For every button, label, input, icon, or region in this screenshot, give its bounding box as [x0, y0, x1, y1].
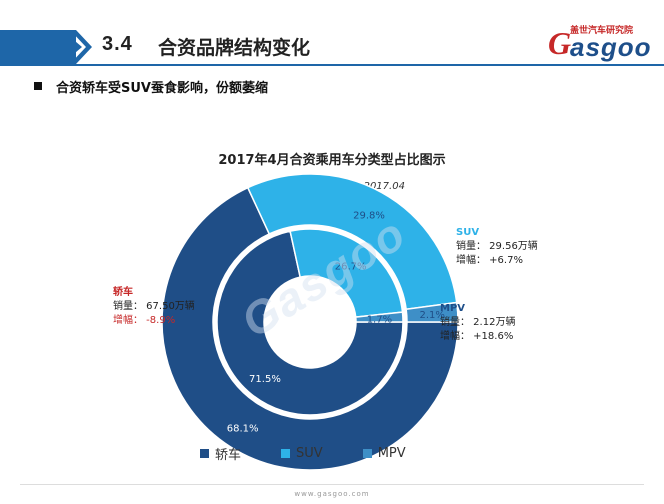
legend-label-sedan: 轿车 — [215, 447, 242, 463]
legend-label-mpv: MPV — [377, 445, 406, 461]
legend-item-mpv: MPV — [362, 445, 406, 461]
label-outer-mpv: 2.1% — [420, 310, 445, 321]
slice-inner-mpv — [354, 311, 404, 323]
legend-label-suv: SUV — [296, 445, 323, 461]
annotation-mpv: MPV 销量： 2.12万辆 增幅： +18.6% — [440, 302, 515, 344]
slice-outer-sedan — [161, 186, 459, 471]
slice-outer-mpv — [405, 301, 459, 323]
annotation-sedan-sales: 销量： 67.50万辆 — [113, 301, 195, 312]
legend-item-sedan: 轿车 — [200, 444, 241, 463]
slice-inner-sedan — [216, 230, 404, 416]
legend-swatch-sedan — [200, 448, 209, 458]
section-number: 3.4 — [102, 33, 133, 55]
annotation-suv-sales: 销量： 29.56万辆 — [456, 241, 538, 252]
legend-swatch-suv — [281, 448, 291, 458]
slice-outer-suv — [246, 173, 458, 311]
chart-legend: 轿车 SUV MPV — [200, 444, 446, 463]
annotation-mpv-sales: 销量： 2.12万辆 — [440, 317, 516, 328]
legend-item-suv: SUV — [281, 446, 323, 461]
annotation-suv-name: SUV — [456, 227, 480, 238]
logo-wordmark: asgoo — [570, 32, 652, 62]
header-arrow — [62, 30, 82, 64]
annotation-suv: SUV 销量： 29.56万辆 增幅： +6.7% — [456, 226, 538, 268]
bullet-square-icon — [34, 82, 42, 90]
header-chevron-icon — [70, 30, 92, 64]
logo-g-letter: G — [548, 25, 572, 61]
footer-url: www.gasgoo.com — [294, 490, 370, 498]
bullet-text: 合资轿车受SUV蚕食影响，份额萎缩 — [56, 81, 268, 96]
header-divider — [0, 64, 664, 66]
gasgoo-logo: 盖世汽车研究院 G asgoo — [508, 20, 658, 62]
annotation-sedan: 轿车 销量： 67.50万辆 增幅： -8.9% — [113, 286, 195, 328]
annotation-suv-growth: 增幅： +6.7% — [456, 255, 523, 266]
annotation-mpv-growth: 增幅： +18.6% — [440, 331, 514, 342]
label-inner-suv: 26.7% — [335, 262, 367, 273]
slice-inner-suv — [289, 228, 404, 318]
logo-cn-text: 盖世汽车研究院 — [570, 26, 634, 36]
label-outer-suv: 29.8% — [353, 211, 385, 222]
section-title: 合资品牌结构变化 — [158, 37, 311, 59]
label-inner-sedan: 71.5% — [249, 374, 281, 385]
legend-swatch-mpv — [362, 448, 372, 458]
annotation-sedan-name: 轿车 — [113, 287, 133, 298]
annotation-mpv-name: MPV — [440, 303, 466, 314]
label-outer-sedan: 68.1% — [227, 423, 259, 434]
footer-divider — [20, 484, 644, 485]
annotation-sedan-growth: 增幅： -8.9% — [113, 315, 176, 326]
chart-title: 2017年4月合资乘用车分类型占比图示 — [218, 153, 446, 168]
label-inner-mpv: 1.7% — [367, 314, 392, 325]
